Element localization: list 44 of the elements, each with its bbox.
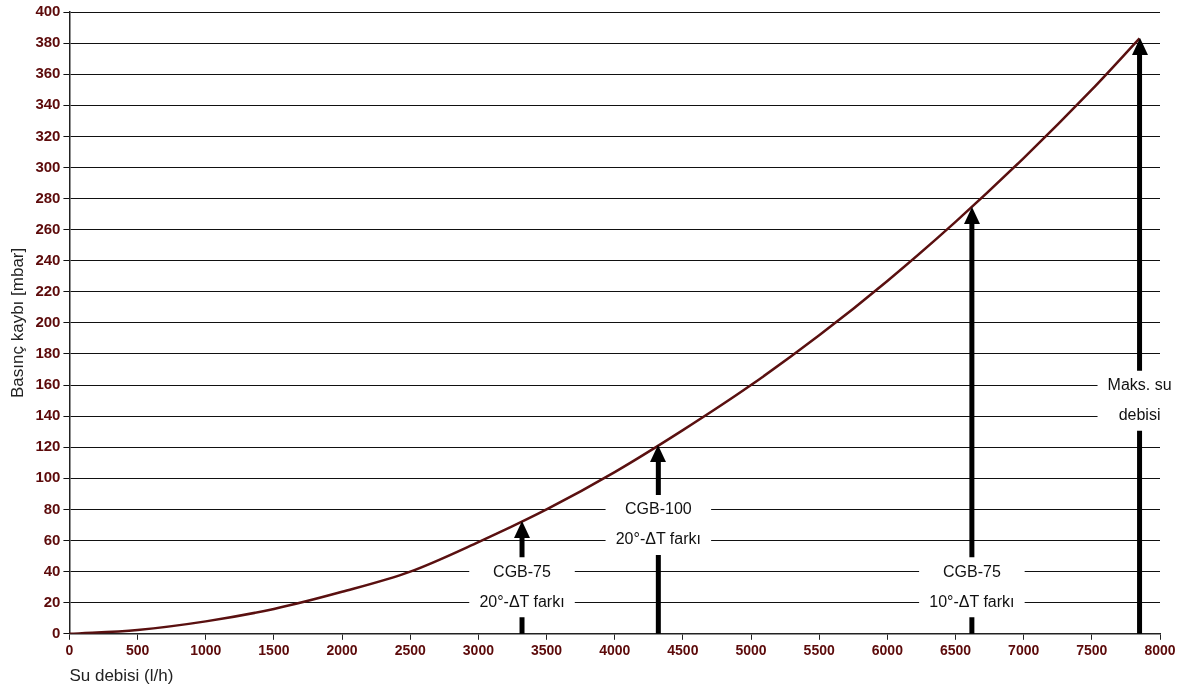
x-tick-label: 2500 [394,642,427,659]
y-axis-title: Basınç kaybı [mbar] [7,247,27,399]
x-tick-label: 3000 [462,642,495,659]
x-tick-label: 2000 [326,642,358,659]
ref-line-label: CGB-100 20°-ΔT farkı [615,500,701,548]
y-tick-label: 160 [35,375,61,393]
x-tick-label: 500 [125,642,150,659]
y-tick-label: 80 [43,499,61,517]
y-tick-label: 240 [35,250,61,268]
x-tick-label: 3500 [530,642,563,659]
y-tick-label: 360 [35,64,61,82]
y-tick-label: 20 [43,592,61,610]
ref-line-label: Maks. su debisi [1107,376,1172,424]
x-tick-label: 1500 [258,642,290,659]
x-tick-label: 7000 [1008,642,1040,659]
y-tick-label: 400 [35,2,61,20]
ref-line-label: CGB-75 20°-ΔT farkı [479,562,565,610]
x-tick-label: 6500 [939,642,972,659]
x-tick-label: 7500 [1076,642,1108,659]
y-tick-label: 300 [35,157,61,175]
ref-line-label: CGB-75 10°-ΔT farkı [929,562,1015,610]
y-tick-label: 220 [35,281,61,299]
x-tick-label: 4000 [599,642,631,659]
y-tick-label: 60 [43,530,61,548]
y-tick-label: 260 [35,219,61,237]
x-tick-label: 8000 [1144,642,1176,659]
y-tick-label: 180 [35,344,61,362]
y-tick-label: 0 [52,623,61,641]
x-tick-label: 4500 [667,642,699,659]
y-tick-label: 100 [35,468,61,486]
y-tick-label: 200 [35,313,61,331]
x-tick-label: 5000 [735,642,767,659]
y-tick-label: 140 [35,406,61,424]
y-tick-label: 120 [35,437,61,455]
y-tick-label: 380 [35,33,61,51]
y-tick-label: 340 [35,95,61,113]
y-tick-label: 40 [43,561,61,579]
x-tick-label: 1000 [190,642,222,659]
x-axis-title: Su debisi (l/h) [69,666,174,686]
y-tick-label: 280 [35,188,61,206]
x-tick-label: 5500 [803,642,835,659]
x-tick-label: 0 [65,642,74,659]
x-tick-label: 6000 [871,642,904,659]
y-tick-label: 320 [35,126,61,144]
